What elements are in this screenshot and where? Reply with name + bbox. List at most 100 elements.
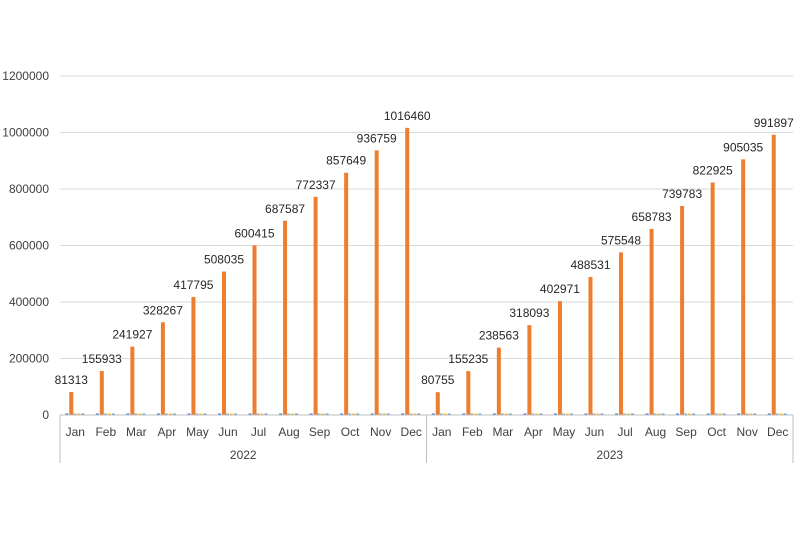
bar-minor-series xyxy=(661,413,665,415)
bar-minor-series xyxy=(348,413,352,415)
x-tick-label: Dec xyxy=(767,425,788,439)
y-tick-label: 1200000 xyxy=(2,69,49,83)
bar xyxy=(69,392,74,415)
bar xyxy=(221,271,226,415)
data-label: 658783 xyxy=(632,210,672,224)
bar xyxy=(496,347,501,415)
x-tick-label: Jun xyxy=(585,425,604,439)
bar-minor-series xyxy=(103,413,107,415)
data-label: 857649 xyxy=(326,154,366,168)
data-label: 155235 xyxy=(448,352,488,366)
bar-minor-series xyxy=(631,413,635,415)
bar-minor-series xyxy=(264,413,268,415)
bar-minor-series xyxy=(81,413,85,415)
bar-minor-series xyxy=(287,413,291,415)
x-tick-label: May xyxy=(553,425,576,439)
bars xyxy=(65,127,787,416)
bar-minor-series xyxy=(737,413,741,415)
bar-minor-series xyxy=(325,413,329,415)
y-axis: 0 200000 400000 600000 800000 1000000 1200000 xyxy=(2,69,49,422)
bar-minor-series xyxy=(203,413,207,415)
x-tick-label: Jun xyxy=(218,425,237,439)
data-label: 155933 xyxy=(82,352,122,366)
bar-minor-series xyxy=(217,413,221,415)
bar-minor-series xyxy=(592,413,596,415)
bar-minor-series xyxy=(443,413,447,415)
data-label: 905035 xyxy=(723,140,763,154)
data-label: 238563 xyxy=(479,329,519,343)
bar-minor-series xyxy=(523,413,527,415)
data-label: 739783 xyxy=(662,187,702,201)
bar-minor-series xyxy=(504,413,508,415)
bar-minor-series xyxy=(321,413,325,415)
data-label: 328267 xyxy=(143,303,183,317)
bar-minor-series xyxy=(478,413,482,415)
bar-minor-series xyxy=(565,413,569,415)
bar-minor-series xyxy=(600,413,604,415)
bar-minor-series xyxy=(413,413,417,415)
bar-minor-series xyxy=(291,413,295,415)
bar-minor-series xyxy=(378,413,382,415)
x-group-label: 2023 xyxy=(596,448,623,462)
bar-minor-series xyxy=(401,413,405,415)
bar xyxy=(405,127,410,416)
data-label: 318093 xyxy=(509,306,549,320)
bar-minor-series xyxy=(111,413,115,415)
bar-minor-series xyxy=(309,413,313,415)
bar-minor-series xyxy=(657,413,661,415)
bar-minor-series xyxy=(142,413,146,415)
bar xyxy=(374,150,379,415)
bar xyxy=(527,325,532,415)
bar-minor-series xyxy=(225,413,229,415)
y-tick-label: 800000 xyxy=(9,182,49,196)
bar xyxy=(130,346,135,415)
bar xyxy=(435,392,440,415)
bar-minor-series xyxy=(653,413,657,415)
bar-minor-series xyxy=(779,413,783,415)
x-tick-label: Aug xyxy=(645,425,666,439)
x-tick-label: Jan xyxy=(66,425,85,439)
y-tick-label: 1000000 xyxy=(2,126,49,140)
bar-minor-series xyxy=(199,413,203,415)
data-label: 81313 xyxy=(55,373,89,387)
x-tick-label: Feb xyxy=(95,425,116,439)
data-label: 687587 xyxy=(265,202,305,216)
bar xyxy=(252,245,257,415)
bar xyxy=(557,301,562,415)
x-tick-label: Mar xyxy=(126,425,147,439)
y-tick-label: 600000 xyxy=(9,239,49,253)
bar-minor-series xyxy=(753,413,757,415)
bar-minor-series xyxy=(688,413,692,415)
bar xyxy=(619,252,624,415)
bar-minor-series xyxy=(73,413,77,415)
bar-minor-series xyxy=(714,413,718,415)
x-tick-label: Oct xyxy=(341,425,360,439)
bar xyxy=(741,159,746,415)
bar xyxy=(160,322,165,415)
bar-minor-series xyxy=(584,413,588,415)
bar-minor-series xyxy=(370,413,374,415)
bar-minor-series xyxy=(340,413,344,415)
data-label: 600415 xyxy=(234,226,274,240)
bar-minor-series xyxy=(134,413,138,415)
bar xyxy=(283,220,288,415)
bar-minor-series xyxy=(229,413,233,415)
data-label: 1016460 xyxy=(384,109,431,123)
bar-minor-series xyxy=(561,413,565,415)
bar xyxy=(710,182,715,415)
bar xyxy=(313,196,318,415)
bar xyxy=(680,206,685,415)
bar xyxy=(99,370,104,415)
bar-minor-series xyxy=(692,413,696,415)
data-label: 80755 xyxy=(421,373,455,387)
bar-minor-series xyxy=(439,413,443,415)
data-label: 936759 xyxy=(357,131,397,145)
bar-minor-series xyxy=(623,413,627,415)
bar-minor-series xyxy=(126,413,130,415)
x-axis: Jan Feb Mar Apr May Jun Jul Aug Sep Oct Nov Dec Jan F… xyxy=(59,414,794,463)
data-label: 402971 xyxy=(540,282,580,296)
data-label: 991897 xyxy=(754,116,794,130)
bar-minor-series xyxy=(65,413,69,415)
bar-minor-series xyxy=(417,413,421,415)
